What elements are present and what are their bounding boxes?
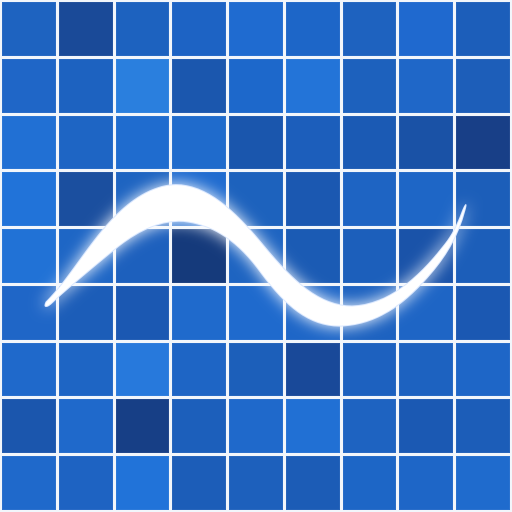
grid-tile bbox=[342, 285, 397, 340]
grid-tile bbox=[229, 456, 283, 510]
grid-tile bbox=[58, 399, 113, 454]
grid-tile bbox=[58, 115, 113, 170]
grid-tile bbox=[285, 229, 340, 283]
grid-tile bbox=[115, 399, 170, 454]
grid-tile bbox=[285, 399, 340, 454]
grid-tile bbox=[399, 229, 454, 283]
grid-tile bbox=[342, 172, 397, 227]
grid-tile bbox=[58, 456, 113, 510]
grid-tile bbox=[456, 172, 510, 227]
grid-tile bbox=[58, 2, 113, 56]
grid-tile bbox=[229, 115, 283, 170]
grid-tile bbox=[229, 2, 283, 56]
grid-tile bbox=[115, 342, 170, 397]
grid-tile bbox=[456, 229, 510, 283]
grid-tile bbox=[285, 58, 340, 113]
grid-tile bbox=[229, 342, 283, 397]
grid-tile bbox=[229, 285, 283, 340]
grid-tile bbox=[58, 58, 113, 113]
grid-tile bbox=[456, 2, 510, 56]
grid-tile bbox=[342, 115, 397, 170]
grid-tile bbox=[172, 2, 227, 56]
grid-tile bbox=[172, 172, 227, 227]
grid-tile bbox=[172, 342, 227, 397]
grid-tile bbox=[2, 172, 56, 227]
grid-tile bbox=[399, 399, 454, 454]
grid-tile bbox=[2, 456, 56, 510]
grid-tile bbox=[342, 229, 397, 283]
grid-tile bbox=[172, 285, 227, 340]
grid-tile bbox=[399, 172, 454, 227]
grid-tile bbox=[456, 342, 510, 397]
grid-tile bbox=[399, 456, 454, 510]
grid-tile bbox=[115, 285, 170, 340]
grid-tile bbox=[456, 456, 510, 510]
grid-tile bbox=[172, 115, 227, 170]
grid-tile bbox=[229, 58, 283, 113]
grid-tile bbox=[285, 285, 340, 340]
grid-tile bbox=[229, 229, 283, 283]
grid-tile bbox=[172, 58, 227, 113]
grid-tile bbox=[456, 58, 510, 113]
grid-tile bbox=[2, 399, 56, 454]
grid-tile bbox=[2, 115, 56, 170]
grid-tile bbox=[2, 2, 56, 56]
grid-tile bbox=[456, 285, 510, 340]
grid-tile bbox=[285, 342, 340, 397]
grid-tile bbox=[115, 115, 170, 170]
grid-tile bbox=[115, 58, 170, 113]
grid-tile bbox=[58, 172, 113, 227]
grid-tile bbox=[115, 172, 170, 227]
grid-tile bbox=[172, 456, 227, 510]
grid-tile bbox=[285, 115, 340, 170]
grid-tile bbox=[115, 229, 170, 283]
grid-tile bbox=[342, 2, 397, 56]
grid-tile bbox=[285, 2, 340, 56]
grid-tile bbox=[342, 342, 397, 397]
grid-tile bbox=[172, 399, 227, 454]
grid-tile bbox=[399, 115, 454, 170]
grid-tile bbox=[2, 229, 56, 283]
grid-tile bbox=[58, 285, 113, 340]
grid-tile bbox=[58, 342, 113, 397]
grid-tile bbox=[115, 2, 170, 56]
grid-tile bbox=[285, 172, 340, 227]
grid-tile bbox=[229, 399, 283, 454]
grid-tile bbox=[342, 456, 397, 510]
grid-tile bbox=[456, 399, 510, 454]
grid-tile bbox=[342, 399, 397, 454]
grid-tile bbox=[2, 342, 56, 397]
grid-tile bbox=[399, 58, 454, 113]
grid-tile bbox=[58, 229, 113, 283]
grid-tile bbox=[399, 342, 454, 397]
grid-tile bbox=[456, 115, 510, 170]
grid-tile bbox=[172, 229, 227, 283]
grid-tile bbox=[2, 58, 56, 113]
grid-tile bbox=[399, 2, 454, 56]
grid-tile bbox=[399, 285, 454, 340]
grid-tile bbox=[285, 456, 340, 510]
grid-tile bbox=[229, 172, 283, 227]
grid-tile bbox=[2, 285, 56, 340]
grid-tile bbox=[342, 58, 397, 113]
grid-tile bbox=[115, 456, 170, 510]
